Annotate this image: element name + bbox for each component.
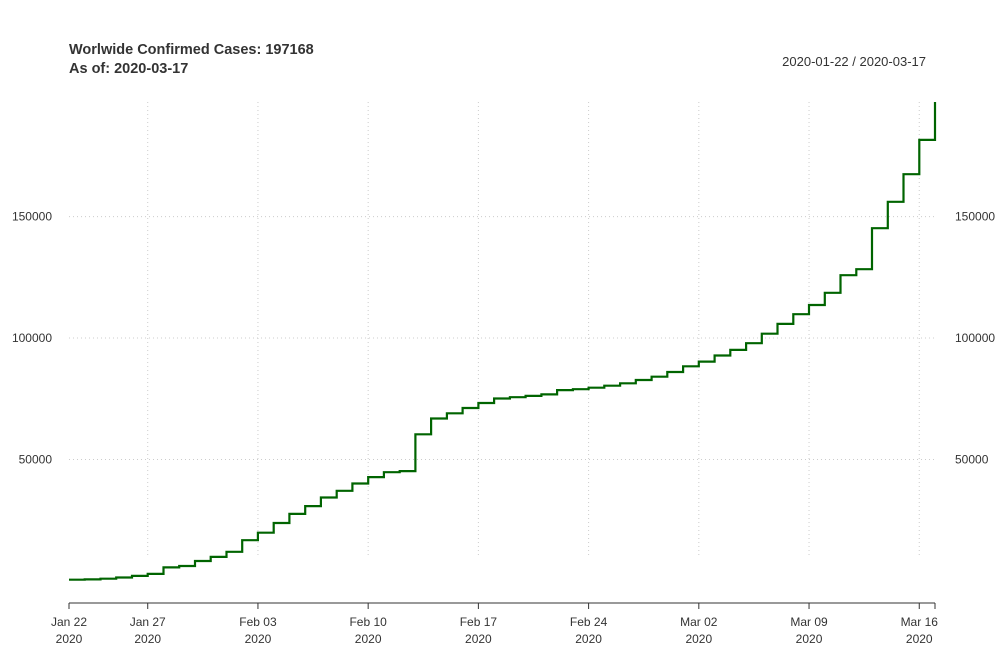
x-tick-label: Feb 03 bbox=[239, 615, 277, 629]
confirmed-cases-line bbox=[69, 102, 937, 581]
y-tick-label-left: 100000 bbox=[12, 331, 52, 345]
x-tick-year-label: 2020 bbox=[906, 632, 933, 646]
x-tick-year-label: 2020 bbox=[245, 632, 272, 646]
x-tick-label: Feb 17 bbox=[460, 615, 498, 629]
x-tick-year-label: 2020 bbox=[575, 632, 602, 646]
series-layer bbox=[69, 102, 937, 581]
y-tick-label-right: 50000 bbox=[955, 453, 989, 467]
x-tick-year-label: 2020 bbox=[134, 632, 161, 646]
x-tick-year-label: 2020 bbox=[796, 632, 823, 646]
date-range-label: 2020-01-22 / 2020-03-17 bbox=[782, 54, 926, 69]
x-tick-label: Feb 10 bbox=[349, 615, 387, 629]
y-tick-label-right: 150000 bbox=[955, 210, 995, 224]
y-tick-label-left: 50000 bbox=[19, 453, 53, 467]
x-tick-label: Feb 24 bbox=[570, 615, 608, 629]
chart-title: Worlwide Confirmed Cases: 197168 bbox=[69, 42, 314, 58]
y-tick-label-right: 100000 bbox=[955, 331, 995, 345]
x-tick-year-label: 2020 bbox=[685, 632, 712, 646]
chart-subtitle: As of: 2020-03-17 bbox=[69, 61, 188, 77]
x-tick-label: Jan 22 bbox=[51, 615, 87, 629]
x-tick-label: Mar 02 bbox=[680, 615, 718, 629]
x-tick-year-label: 2020 bbox=[56, 632, 83, 646]
axes: 50000 50000 100000 100000 150000 150000 Jan 22… bbox=[12, 210, 995, 646]
x-tick-label: Mar 09 bbox=[790, 615, 828, 629]
grid-lines bbox=[69, 102, 935, 557]
x-tick-label: Jan 27 bbox=[130, 615, 166, 629]
x-tick-year-label: 2020 bbox=[355, 632, 382, 646]
y-tick-label-left: 150000 bbox=[12, 210, 52, 224]
x-tick-year-label: 2020 bbox=[465, 632, 492, 646]
x-tick-label: Mar 16 bbox=[901, 615, 939, 629]
